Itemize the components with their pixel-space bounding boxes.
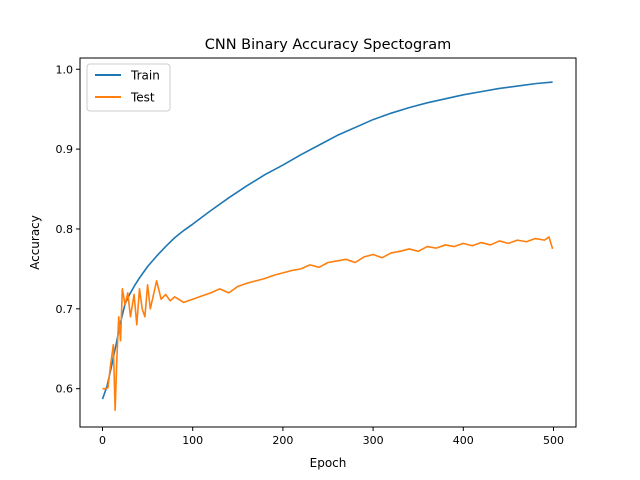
y-tick-label: 0.6	[56, 383, 74, 396]
plot-frame	[79, 57, 577, 428]
y-axis: 0.6 0.7 0.8 0.9 1.0	[56, 63, 80, 396]
series-line-test	[102, 236, 554, 412]
x-tick-label: 200	[272, 434, 293, 447]
legend-label-train: Train	[130, 69, 160, 83]
x-tick-label: 500	[543, 434, 564, 447]
y-tick-label: 0.7	[56, 303, 74, 316]
x-tick-label: 100	[182, 434, 203, 447]
y-tick-label: 0.8	[56, 223, 74, 236]
plot-lines	[101, 81, 554, 412]
x-tick-label: 400	[453, 434, 474, 447]
x-axis-label: Epoch	[310, 456, 347, 470]
x-tick-label: 0	[99, 434, 106, 447]
chart-title: CNN Binary Accuracy Spectogram	[205, 37, 451, 53]
legend: Train Test	[86, 63, 171, 112]
y-tick-label: 1.0	[56, 63, 74, 76]
x-axis: 0 100 200 300 400 500	[99, 427, 564, 447]
legend-label-test: Test	[130, 91, 155, 105]
y-tick-label: 0.9	[56, 143, 74, 156]
y-axis-label: Accuracy	[28, 215, 42, 270]
x-tick-label: 300	[363, 434, 384, 447]
